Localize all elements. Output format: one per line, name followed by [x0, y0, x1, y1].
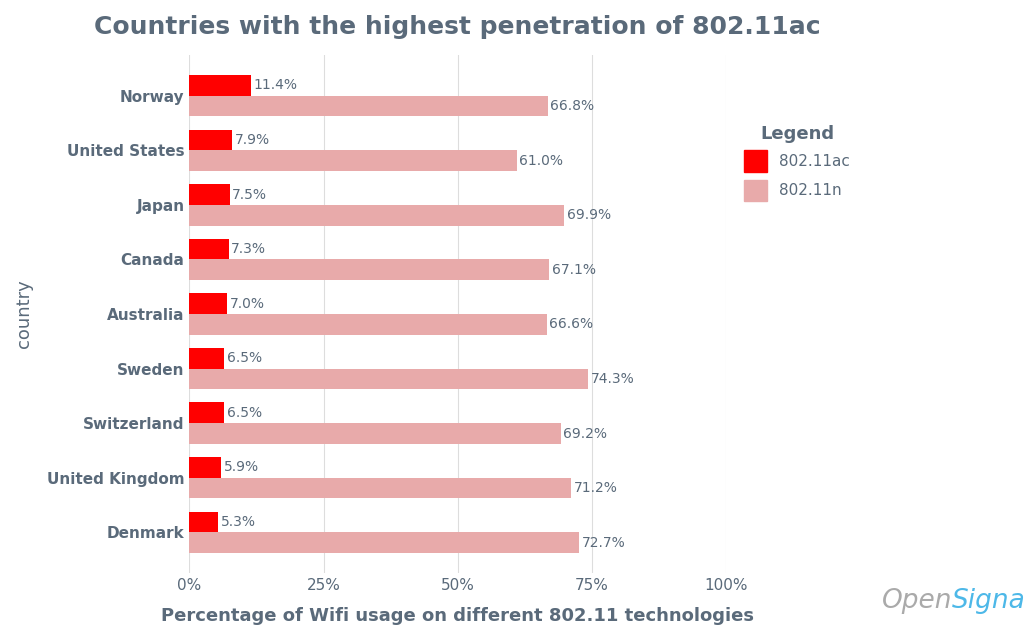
Bar [189, 314, 547, 335]
Text: 11.4%: 11.4% [253, 78, 297, 92]
Bar [189, 239, 228, 259]
Text: 71.2%: 71.2% [574, 481, 617, 495]
Text: 69.2%: 69.2% [563, 426, 607, 440]
Text: 69.9%: 69.9% [567, 208, 611, 222]
Text: Signal: Signal [952, 588, 1024, 614]
Bar [189, 75, 251, 96]
Text: 7.9%: 7.9% [234, 133, 269, 147]
Bar [189, 511, 218, 532]
Text: 66.8%: 66.8% [551, 99, 595, 113]
Text: Open: Open [882, 588, 952, 614]
Bar [189, 477, 571, 499]
Bar [189, 532, 580, 553]
Text: 74.3%: 74.3% [591, 372, 635, 386]
Text: 7.5%: 7.5% [232, 188, 267, 202]
Text: 6.5%: 6.5% [227, 406, 262, 420]
Title: Countries with the highest penetration of 802.11ac: Countries with the highest penetration o… [94, 15, 821, 39]
Text: 6.5%: 6.5% [227, 351, 262, 365]
Bar [189, 403, 224, 423]
Bar [189, 348, 224, 369]
Bar [189, 293, 227, 314]
Text: 61.0%: 61.0% [519, 154, 563, 168]
Text: 5.3%: 5.3% [220, 515, 256, 529]
Bar [189, 259, 549, 280]
Text: 66.6%: 66.6% [549, 317, 594, 332]
Bar [189, 96, 548, 116]
Bar [189, 205, 564, 226]
Text: 7.0%: 7.0% [229, 297, 264, 310]
Text: 67.1%: 67.1% [552, 263, 596, 277]
X-axis label: Percentage of Wifi usage on different 802.11 technologies: Percentage of Wifi usage on different 80… [161, 607, 754, 625]
Bar [189, 423, 560, 444]
Bar [189, 150, 517, 171]
Legend: 802.11ac, 802.11n: 802.11ac, 802.11n [744, 125, 850, 201]
Text: 5.9%: 5.9% [223, 460, 259, 474]
Y-axis label: country: country [15, 280, 33, 348]
Bar [189, 129, 231, 150]
Bar [189, 457, 221, 477]
Bar [189, 369, 588, 389]
Text: 72.7%: 72.7% [582, 536, 626, 550]
Text: 7.3%: 7.3% [231, 242, 266, 256]
Bar [189, 184, 229, 205]
